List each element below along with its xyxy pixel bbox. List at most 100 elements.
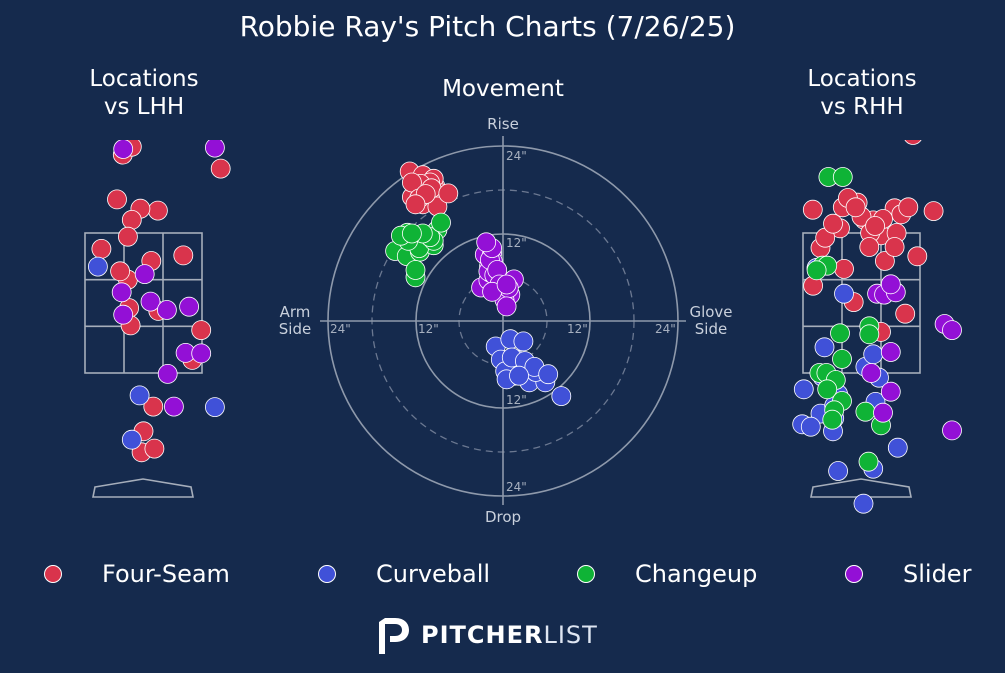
ring-label-right-12: 12" — [567, 322, 588, 336]
rhh-point-changeup-8 — [855, 401, 876, 422]
rhh-points — [792, 140, 962, 514]
lhh-point-four-seam-3 — [107, 189, 127, 210]
movement-label-arm-side-2: Side — [279, 320, 311, 338]
lhh-point-slider-7 — [156, 300, 177, 320]
rhh-point-four-seam-31 — [823, 213, 843, 234]
panel-title-movement: Movement — [442, 76, 564, 102]
ring-label-left-12: 12" — [418, 322, 439, 336]
legend-item-curveball: Curveball — [318, 552, 490, 596]
rhh-point-curveball-15 — [800, 416, 821, 437]
lhh-point-four-seam-0 — [147, 200, 168, 221]
legend-label-slider: Slider — [903, 560, 972, 588]
rhh-point-four-seam-22 — [845, 197, 866, 218]
lhh-point-four-seam-9 — [173, 245, 194, 266]
rhh-point-curveball-11 — [814, 337, 835, 358]
legend-marker-slider — [845, 565, 863, 583]
lhh-point-curveball-2 — [204, 397, 225, 418]
lhh-point-slider-10 — [157, 363, 178, 384]
ring-label-bottom-24: 24" — [506, 480, 527, 494]
rhh-point-changeup-11 — [817, 379, 838, 400]
pitcherlist-logo: PITCHER LIST — [375, 612, 598, 658]
brand-name-bold: PITCHER — [421, 621, 544, 649]
pitcherlist-p-logo-icon — [375, 614, 409, 656]
lhh-point-slider-11 — [163, 396, 184, 417]
movement-point-curveball-16 — [551, 386, 572, 407]
rhh-point-slider-5 — [861, 363, 882, 383]
lhh-points — [88, 140, 231, 463]
movement-label-rise: Rise — [487, 115, 519, 133]
rhh-point-curveball-12 — [887, 437, 908, 458]
rhh-point-slider-0 — [880, 342, 901, 362]
lhh-point-slider-0 — [113, 140, 134, 159]
lhh-point-four-seam-21 — [144, 438, 165, 459]
movement-label-glove-side-2: Side — [695, 320, 727, 338]
rhh-point-four-seam-0 — [904, 140, 922, 145]
panel-title-rhh: Locations vs RHH — [807, 66, 917, 120]
rhh-point-changeup-10 — [858, 451, 879, 472]
rhh-point-curveball-1 — [834, 283, 854, 304]
legend-item-four-seam: Four-Seam — [44, 552, 230, 596]
movement-label-glove-side-1: Glove — [689, 303, 732, 321]
movement-point-slider-22 — [496, 296, 517, 317]
lhh-point-slider-6 — [179, 296, 200, 317]
lhh-point-four-seam-18 — [143, 396, 164, 417]
home-plate-rhh — [810, 478, 912, 498]
rhh-point-four-seam-17 — [898, 197, 919, 218]
movement-point-four-seam-18 — [438, 183, 459, 204]
rhh-point-four-seam-30 — [834, 258, 854, 279]
legend-label-changeup: Changeup — [635, 560, 758, 588]
lhh-point-slider-1 — [205, 140, 225, 158]
lhh-point-four-seam-8 — [121, 209, 142, 230]
lhh-point-four-seam-7 — [210, 158, 231, 179]
movement-point-changeup-16 — [401, 223, 422, 244]
rhh-point-slider-7 — [873, 402, 893, 423]
home-plate-lhh — [92, 478, 194, 498]
rhh-point-slider-6 — [880, 381, 901, 402]
rhh-point-changeup-7 — [859, 324, 880, 345]
movement-point-changeup-11 — [405, 260, 426, 280]
lhh-point-four-seam-12 — [91, 238, 112, 259]
legend-label-curveball: Curveball — [376, 560, 491, 588]
lhh-point-curveball-3 — [121, 429, 142, 450]
legend-label-four-seam: Four-Seam — [102, 560, 230, 588]
movement-label-arm-side-1: Arm — [280, 303, 311, 321]
lhh-point-curveball-0 — [88, 256, 108, 277]
rhh-point-four-seam-5 — [923, 201, 944, 222]
legend-marker-four-seam — [44, 565, 62, 583]
rhh-point-slider-10 — [942, 420, 962, 441]
ring-label-right-24: 24" — [655, 322, 676, 336]
ring-label-bottom-12: 12" — [506, 393, 527, 407]
ring-label-top-12: 12" — [506, 236, 527, 250]
movement-point-curveball-17 — [509, 365, 529, 386]
brand-name-light: LIST — [543, 621, 598, 649]
movement-point-changeup-15 — [431, 212, 451, 233]
movement-point-curveball-2 — [513, 331, 534, 352]
rhh-point-changeup-15 — [832, 167, 853, 187]
lhh-point-four-seam-11 — [191, 320, 212, 341]
movement-point-curveball-15 — [538, 364, 559, 385]
rhh-point-four-seam-9 — [802, 199, 823, 220]
rhh-point-four-seam-13 — [875, 251, 895, 271]
movement-label-drop: Drop — [485, 508, 521, 526]
ring-label-left-24: 24" — [330, 322, 351, 336]
rhh-point-slider-4 — [880, 274, 901, 295]
ring-label-top-24: 24" — [506, 149, 527, 163]
legend: Four-Seam Curveball Changeup Slider — [0, 552, 1005, 596]
legend-marker-curveball — [318, 565, 336, 583]
legend-item-changeup: Changeup — [577, 552, 757, 596]
rhh-point-four-seam-16 — [884, 237, 905, 257]
rhh-point-four-seam-27 — [907, 246, 928, 267]
rhh-point-four-seam-1 — [895, 303, 916, 324]
rhh-point-changeup-1 — [830, 323, 850, 344]
movement-point-slider-24 — [496, 274, 517, 295]
rhh-point-changeup-2 — [832, 349, 852, 369]
rhh-point-curveball-14 — [828, 461, 848, 481]
lhh-point-curveball-1 — [129, 385, 150, 406]
movement-point-four-seam-19 — [405, 194, 426, 215]
rhh-point-curveball-5 — [793, 379, 814, 400]
movement-points — [385, 161, 572, 407]
chart-title: Robbie Ray's Pitch Charts (7/26/25) — [239, 10, 736, 43]
movement-grid: Rise Drop Arm Side Glove Side 24" 12" 12… — [279, 115, 733, 526]
rhh-point-four-seam-25 — [865, 216, 885, 236]
legend-item-slider: Slider — [845, 552, 971, 596]
